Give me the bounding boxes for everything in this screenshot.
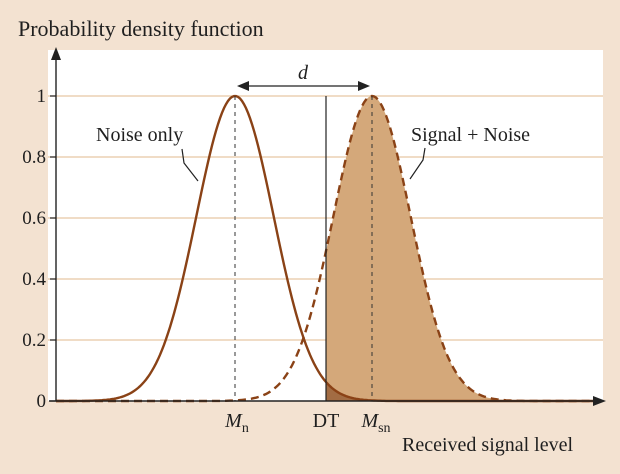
marker-guides <box>234 96 373 401</box>
x-marker-msn-subscript: sn <box>378 421 390 436</box>
signal-plus-noise-leader-line <box>409 147 426 180</box>
y-tick-label: 1 <box>37 86 47 107</box>
signal-plus-noise-area <box>326 96 603 401</box>
y-tick-label: 0.6 <box>22 208 46 229</box>
x-marker-mn-subscript: n <box>242 421 249 436</box>
x-marker-mn: Mn <box>224 410 249 436</box>
axes <box>49 47 606 406</box>
noise-only-leader-line <box>181 148 199 182</box>
x-marker-dt: DT <box>313 410 340 432</box>
x-axis-label: Received signal level <box>402 434 573 456</box>
y-tick-label: 0.4 <box>22 269 46 290</box>
y-tick-label: 0 <box>37 391 47 412</box>
distance-arrow-left-head <box>237 81 249 91</box>
y-ticks: 0 0.2 0.4 0.6 0.8 1 <box>22 86 56 412</box>
distance-arrow-right-head <box>358 81 370 91</box>
y-axis-arrow <box>51 47 61 60</box>
x-axis-arrow <box>593 396 606 406</box>
y-tick-label: 0.8 <box>22 147 46 168</box>
x-marker-msn-base: M <box>360 410 379 432</box>
chart-labels: d Noise only Signal + Noise Mn DT Msn <box>96 62 530 436</box>
x-marker-mn-base: M <box>224 410 243 432</box>
distance-label: d <box>298 62 309 84</box>
series-label-noise-only: Noise only <box>96 124 183 146</box>
y-tick-label: 0.2 <box>22 330 46 351</box>
series-label-signal-plus-noise: Signal + Noise <box>411 124 530 146</box>
x-marker-msn: Msn <box>360 410 390 436</box>
chart-title: Probability density function <box>18 16 264 41</box>
